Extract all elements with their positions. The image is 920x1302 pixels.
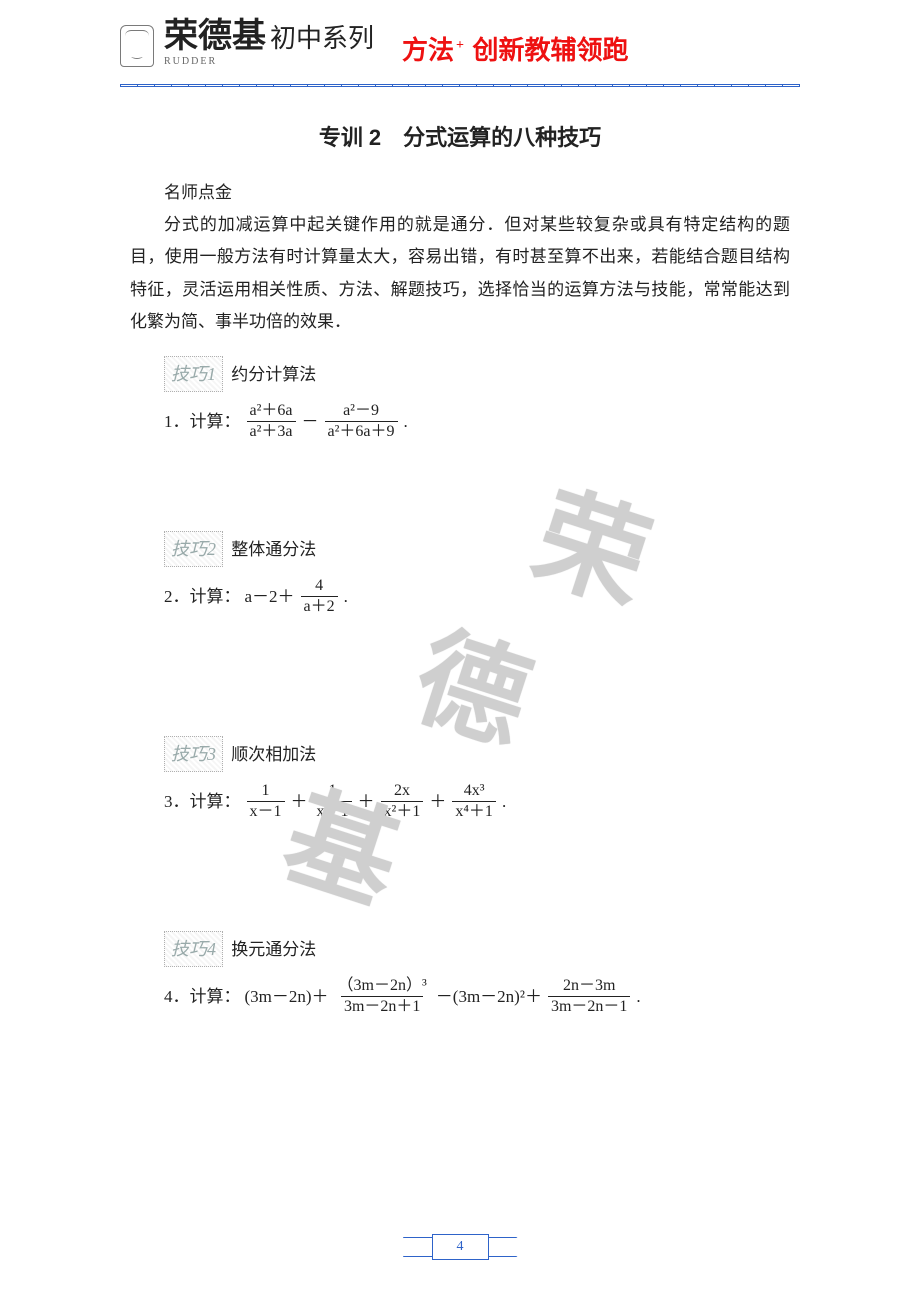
p3-f4-den: x⁴＋1 xyxy=(452,801,496,821)
p4-frac-2: 2n－3m 3m－2n－1 xyxy=(548,977,630,1016)
header-rule xyxy=(120,84,800,87)
p3-f3-den: x²＋1 xyxy=(381,801,424,821)
p2-frac: 4 a＋2 xyxy=(301,577,338,616)
problem-2: 2．计算： a－2＋ 4 a＋2 . xyxy=(164,577,790,616)
p3-plus-3: ＋ xyxy=(429,786,446,818)
p3-frac-3: 2x x²＋1 xyxy=(381,782,424,821)
p3-f3-num: 2x xyxy=(391,782,413,800)
section-2-name: 整体通分法 xyxy=(231,540,316,559)
section-4: 技巧4 换元通分法 xyxy=(164,931,790,967)
p2-f-num: 4 xyxy=(312,577,326,595)
p3-f2-num: 1 xyxy=(326,782,340,800)
tag-4: 技巧4 xyxy=(164,931,223,967)
p3-frac-4: 4x³ x⁴＋1 xyxy=(452,782,496,821)
slogan-plus: + xyxy=(456,38,464,53)
page-number: 4 xyxy=(432,1234,489,1260)
brand-en: RUDDER xyxy=(164,56,374,67)
ribbon-right-icon xyxy=(488,1237,518,1257)
p1-label: 1．计算： xyxy=(164,406,241,438)
ribbon-left-icon xyxy=(403,1237,433,1257)
p2-label: 2．计算： xyxy=(164,581,241,613)
brand-sub: 初中系列 xyxy=(270,24,374,53)
section-3-name: 顺次相加法 xyxy=(231,745,316,764)
p4-end: . xyxy=(636,981,640,1013)
p3-plus-1: ＋ xyxy=(291,786,308,818)
p1-f1-den: a²＋3a xyxy=(247,421,296,441)
p3-label: 3．计算： xyxy=(164,786,241,818)
page-header: 荣德基 初中系列 RUDDER 方法+ 创新教辅领跑 xyxy=(0,0,920,80)
section-3: 技巧3 顺次相加法 xyxy=(164,736,790,772)
intro-paragraph: 分式的加减运算中起关键作用的就是通分．但对某些较复杂或具有特定结构的题目，使用一… xyxy=(130,209,790,338)
p1-frac-1: a²＋6a a²＋3a xyxy=(247,402,296,441)
p2-end: . xyxy=(344,581,348,613)
p1-f1-num: a²＋6a xyxy=(247,402,296,420)
p3-end: . xyxy=(502,786,506,818)
p3-plus-2: ＋ xyxy=(358,786,375,818)
page-footer: 4 xyxy=(0,1234,920,1260)
p4-f2-num: 2n－3m xyxy=(560,977,618,995)
section-4-name: 换元通分法 xyxy=(231,940,316,959)
p2-f-den: a＋2 xyxy=(301,596,338,616)
p4-f2-den: 3m－2n－1 xyxy=(548,996,630,1016)
p3-f4-num: 4x³ xyxy=(461,782,488,800)
page-body: 专训 2 分式运算的八种技巧 名师点金 分式的加减运算中起关键作用的就是通分．但… xyxy=(0,87,920,1016)
slogan: 方法+ 创新教辅领跑 xyxy=(402,30,629,67)
brand-cn: 荣德基 xyxy=(164,18,266,55)
p1-f2-num: a²－9 xyxy=(340,402,382,420)
section-1: 技巧1 约分计算法 xyxy=(164,356,790,392)
tag-3: 技巧3 xyxy=(164,736,223,772)
problem-3: 3．计算： 1 x－1 ＋ 1 x＋1 ＋ 2x x²＋1 ＋ 4x³ x⁴＋1… xyxy=(164,782,790,821)
p4-a: (3m－2n)＋ xyxy=(245,981,329,1013)
section-1-name: 约分计算法 xyxy=(231,365,316,384)
p1-frac-2: a²－9 a²＋6a＋9 xyxy=(325,402,398,441)
p4-b: －(3m－2n)²＋ xyxy=(436,981,542,1013)
page: 荣德基 初中系列 RUDDER 方法+ 创新教辅领跑 荣德基 专训 2 分式运算… xyxy=(0,0,920,1302)
p3-f2-den: x＋1 xyxy=(314,801,352,821)
page-title: 专训 2 分式运算的八种技巧 xyxy=(130,117,790,159)
problem-1: 1．计算： a²＋6a a²＋3a － a²－9 a²＋6a＋9 . xyxy=(164,402,790,441)
tag-2: 技巧2 xyxy=(164,531,223,567)
p4-f1-den: 3m－2n＋1 xyxy=(341,996,423,1016)
p4-label: 4．计算： xyxy=(164,981,241,1013)
tag-1: 技巧1 xyxy=(164,356,223,392)
logo-face-icon xyxy=(120,25,154,67)
p4-frac-1: （3m－2n）³ 3m－2n＋1 xyxy=(335,977,430,1016)
p4-f1-num: （3m－2n）³ xyxy=(335,977,430,995)
p1-f2-den: a²＋6a＋9 xyxy=(325,421,398,441)
p1-end: . xyxy=(404,406,408,438)
problem-4: 4．计算： (3m－2n)＋ （3m－2n）³ 3m－2n＋1 －(3m－2n)… xyxy=(164,977,790,1016)
slogan-b: 创新教辅领跑 xyxy=(473,36,629,65)
p3-frac-2: 1 x＋1 xyxy=(314,782,352,821)
intro-label: 名师点金 xyxy=(130,177,790,209)
header-content: 荣德基 初中系列 RUDDER 方法+ 创新教辅领跑 xyxy=(120,20,800,67)
section-2: 技巧2 整体通分法 xyxy=(164,531,790,567)
p3-f1-den: x－1 xyxy=(247,801,285,821)
p3-f1-num: 1 xyxy=(259,782,273,800)
p3-frac-1: 1 x－1 xyxy=(247,782,285,821)
p1-minus: － xyxy=(302,406,319,438)
brand-block: 荣德基 初中系列 RUDDER xyxy=(164,20,374,67)
slogan-a: 方法 xyxy=(402,36,454,65)
p2-lead: a－2＋ xyxy=(245,581,295,613)
